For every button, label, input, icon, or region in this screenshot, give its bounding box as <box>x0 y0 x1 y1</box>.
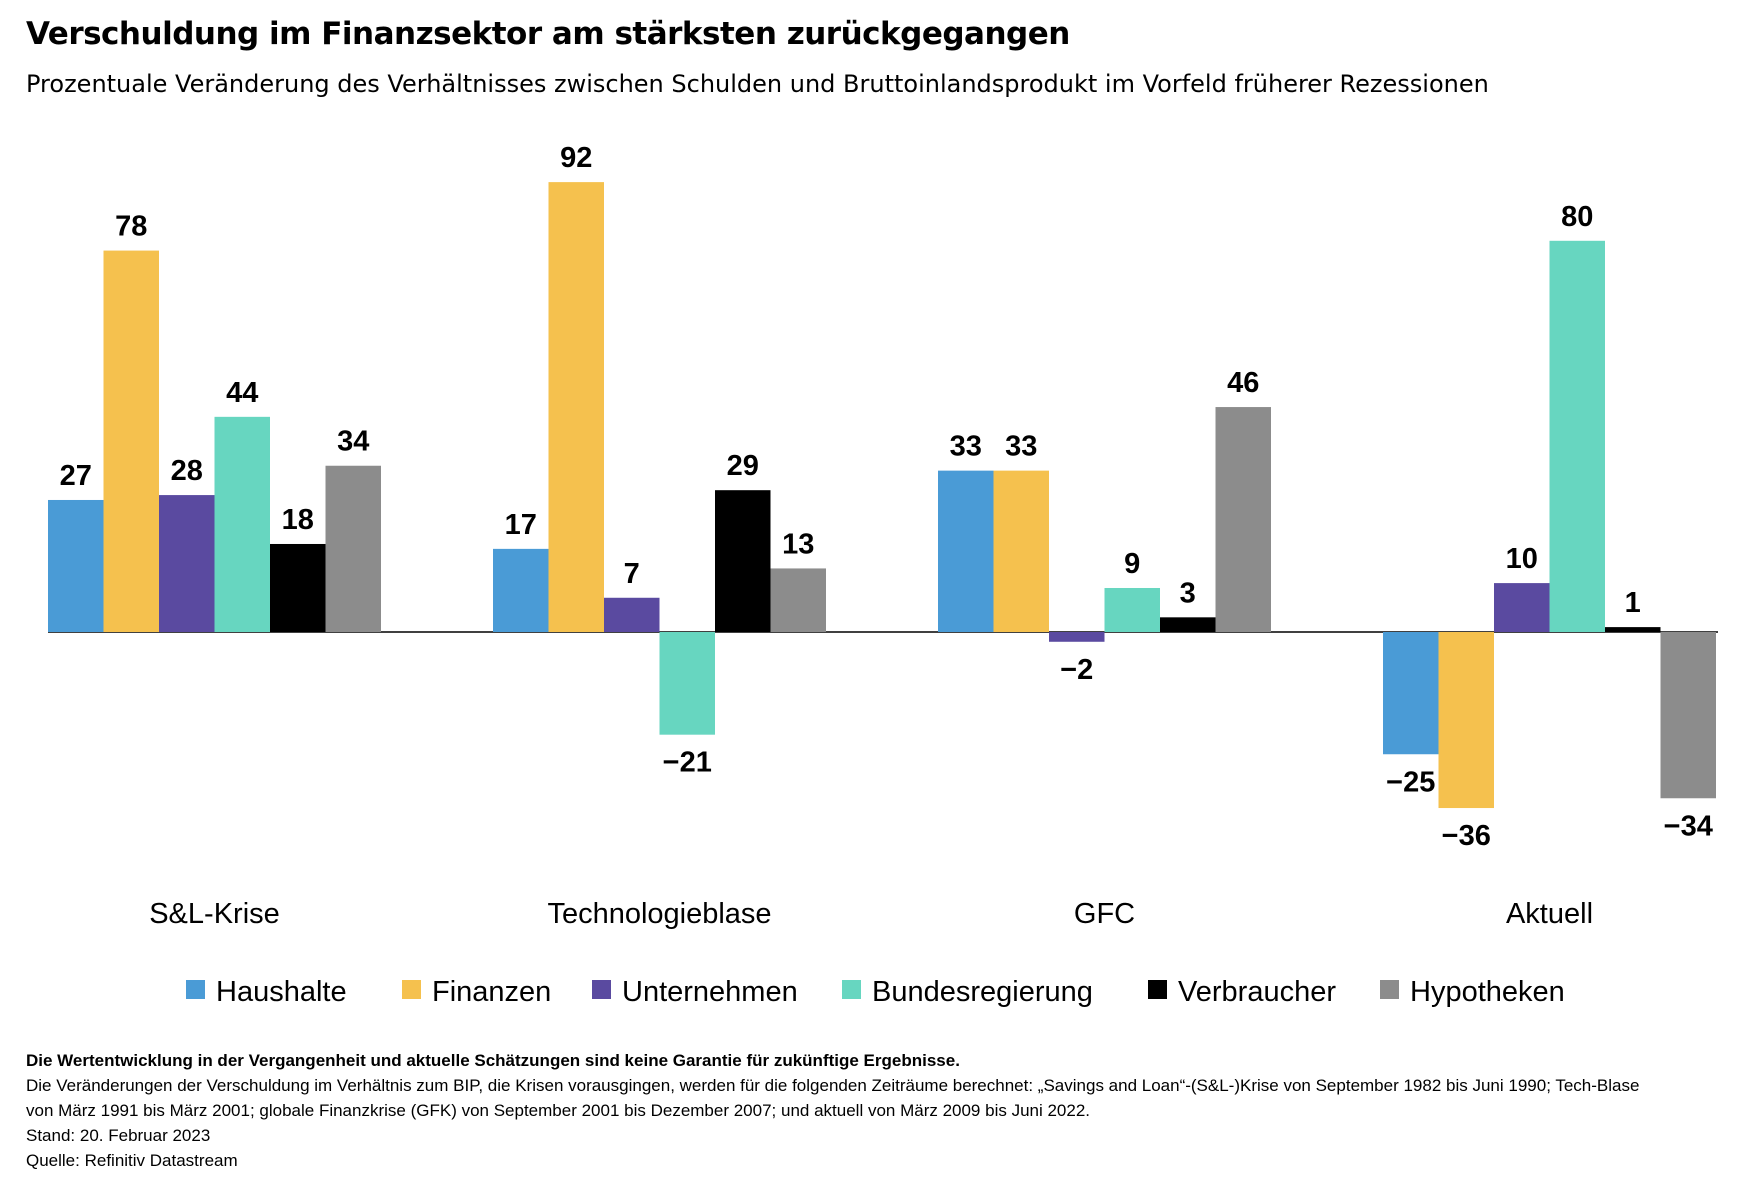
bar <box>1605 627 1661 632</box>
bar <box>993 470 1049 632</box>
legend-label: Haushalte <box>216 976 347 1008</box>
bar-value-label: −25 <box>1386 766 1435 798</box>
bar-value-label: 1 <box>1625 587 1641 619</box>
bar <box>1160 617 1216 632</box>
bar <box>1215 407 1271 632</box>
bar <box>1438 632 1494 809</box>
bar-value-label: 80 <box>1561 201 1593 233</box>
category-label: S&L-Krise <box>149 898 280 930</box>
footnotes: Die Wertentwicklung in der Vergangenheit… <box>26 1048 1726 1173</box>
bar-value-label: −34 <box>1664 810 1713 842</box>
bar <box>715 490 771 632</box>
bar-value-label: 10 <box>1506 543 1538 575</box>
category-label: GFC <box>1074 898 1135 930</box>
bar-value-label: −36 <box>1442 820 1491 852</box>
bar <box>48 499 104 632</box>
legend-swatch <box>842 980 861 999</box>
bar <box>604 597 660 632</box>
bar-value-label: 13 <box>782 528 814 560</box>
bar-value-label: 9 <box>1124 548 1140 580</box>
bar-value-label: −2 <box>1060 654 1093 686</box>
legend-swatch <box>1148 980 1167 999</box>
bar <box>1660 632 1716 799</box>
bar-value-label: 18 <box>282 504 314 536</box>
bar-value-label: 78 <box>115 211 147 243</box>
bar-value-label: 7 <box>624 558 640 590</box>
legend-label: Verbraucher <box>1178 976 1336 1008</box>
legend-label: Bundesregierung <box>872 976 1093 1008</box>
bar <box>1549 240 1605 633</box>
bar-value-label: 3 <box>1180 577 1196 609</box>
bar-value-label: 17 <box>505 509 537 541</box>
bar-value-label: 34 <box>337 426 369 458</box>
bar <box>493 548 549 632</box>
legend-swatch <box>1380 980 1399 999</box>
methodology-line-1: Die Veränderungen der Verschuldung im Ve… <box>26 1076 1640 1095</box>
bar-value-label: 33 <box>950 431 982 463</box>
bar <box>214 416 270 632</box>
stand-date: Stand: 20. Februar 2023 <box>26 1126 211 1145</box>
bar <box>1494 583 1550 632</box>
source-text: Quelle: Refinitiv Datastream <box>26 1151 238 1170</box>
bar <box>159 495 215 632</box>
bar-value-label: −21 <box>663 747 712 779</box>
bar <box>770 568 826 632</box>
bar <box>103 250 159 632</box>
disclaimer-text: Die Wertentwicklung in der Vergangenheit… <box>26 1051 960 1070</box>
bar-value-label: 28 <box>171 455 203 487</box>
bar-value-label: 27 <box>60 460 92 492</box>
category-label: Technologieblase <box>547 898 771 930</box>
bar-value-label: 92 <box>560 142 592 174</box>
bar <box>270 543 326 632</box>
bar-value-label: 46 <box>1227 367 1259 399</box>
bar-chart: 277828441834S&L-Krise17927−212913Technol… <box>48 142 1718 1008</box>
bar <box>1383 632 1439 755</box>
bar <box>659 632 715 735</box>
legend-swatch <box>186 980 205 999</box>
legend-label: Finanzen <box>432 976 551 1008</box>
bar-value-label: 44 <box>226 377 258 409</box>
legend-swatch <box>592 980 611 999</box>
bar <box>548 182 604 632</box>
chart-title: Verschuldung im Finanzsektor am stärkste… <box>26 16 1070 52</box>
legend-swatch <box>402 980 421 999</box>
bar <box>325 465 381 632</box>
methodology-line-2: von März 1991 bis März 2001; globale Fin… <box>26 1101 1091 1120</box>
bar <box>938 470 994 632</box>
legend-label: Hypotheken <box>1410 976 1565 1008</box>
bar <box>1104 587 1160 632</box>
bar-value-label: 33 <box>1005 431 1037 463</box>
legend-label: Unternehmen <box>622 976 798 1008</box>
category-label: Aktuell <box>1506 898 1593 930</box>
bar-value-label: 29 <box>727 450 759 482</box>
bar <box>1049 632 1105 642</box>
chart-subtitle: Prozentuale Veränderung des Verhältnisse… <box>26 70 1489 98</box>
